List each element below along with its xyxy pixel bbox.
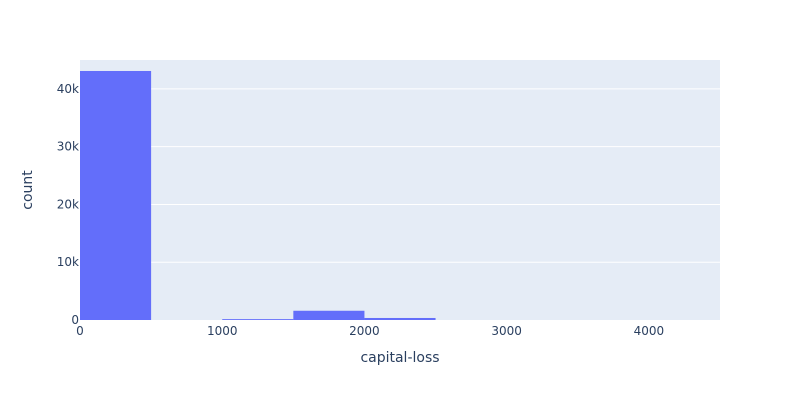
y-tick-labels: 0 10k 20k 30k 40k (57, 82, 79, 327)
x-axis-title: capital-loss (360, 350, 439, 366)
histogram-bar (80, 70, 152, 320)
y-tick-label: 0 (71, 313, 79, 327)
y-tick-label: 10k (57, 255, 79, 269)
x-tick-label: 4000 (634, 324, 665, 338)
histogram-bar (293, 310, 365, 320)
bars (80, 70, 436, 320)
y-tick-label: 20k (57, 197, 79, 211)
x-tick-label: 3000 (491, 324, 522, 338)
grid-lines (80, 88, 720, 263)
x-tick-label: 1000 (207, 324, 238, 338)
y-axis-title: count (20, 170, 36, 210)
histogram-bar (222, 319, 294, 320)
x-tick-label: 2000 (349, 324, 380, 338)
y-tick-label: 40k (57, 82, 79, 96)
plot-background (80, 60, 720, 320)
x-tick-labels: 0 1000 2000 3000 4000 (76, 324, 664, 338)
x-tick-label: 0 (76, 324, 84, 338)
histogram-bar (364, 317, 436, 320)
y-tick-label: 30k (57, 140, 79, 154)
